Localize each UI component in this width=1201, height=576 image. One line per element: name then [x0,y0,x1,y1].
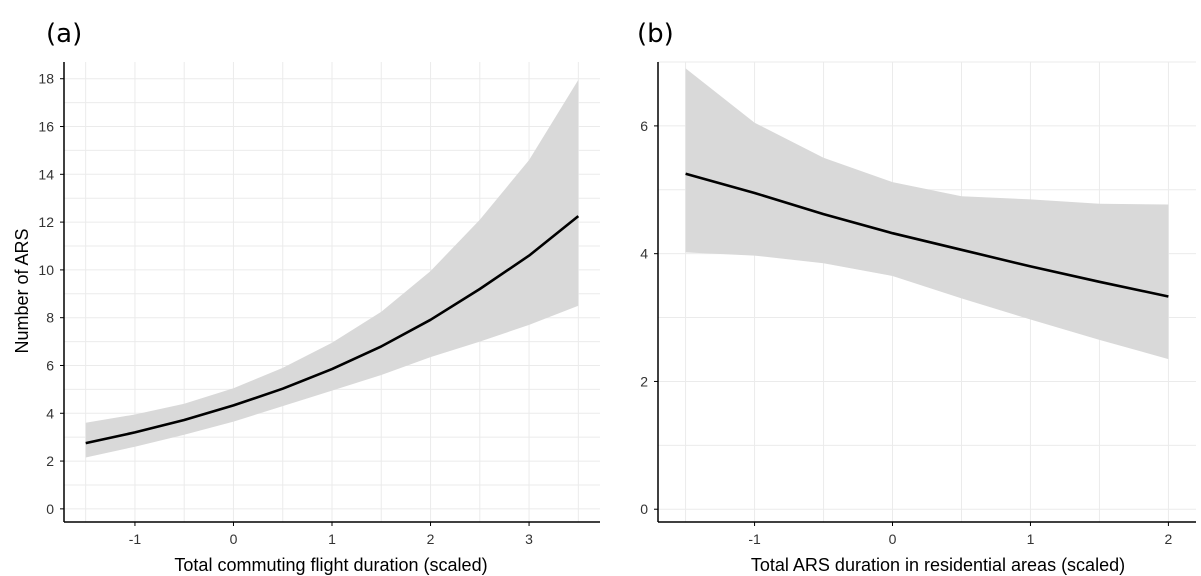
panel-a-y-tick-label: 6 [46,357,54,373]
panel-a-label: (a) [46,19,82,49]
panel-a-fit-line [85,215,580,445]
panel-b-x-tick-label: 1 [1027,531,1035,547]
panel-b-y-tick-label: 6 [640,118,648,134]
panel-a-y-tick-label: 12 [38,214,54,230]
panel-a-y-tick-label: 4 [46,405,54,421]
panel-a-y-tick-label: 8 [46,310,54,326]
panel-b-x-tick-label: -1 [748,531,761,547]
panel-b-y-tick-label: 2 [640,373,648,389]
panel-b-xlabel: Total ARS duration in residential areas … [751,555,1125,575]
panel-b-band-group [685,68,1169,360]
panel-b-line-group [685,172,1169,298]
panel-a-band-group [85,79,579,458]
panel-b-axes [657,62,1196,523]
panel-b: (b) -1 0 1 2 0 2 4 6 Total ARS duration in resi… [637,19,1196,575]
panel-a-line-group [85,215,580,445]
panel-a-y-tick-label: 18 [38,71,54,87]
panel-a-ylabel: Number of ARS [12,228,32,353]
panel-a-x-tick-label: 3 [525,531,533,547]
panel-a-x-tick-label: 1 [328,531,336,547]
panel-a-x-tick-label: -1 [129,531,142,547]
panel-b-ticks: -1 0 1 2 0 2 4 6 [640,118,1172,547]
panel-b-confidence-band [685,68,1169,360]
panel-b-x-tick-label: 2 [1165,531,1173,547]
panel-b-label: (b) [637,19,674,49]
panel-b-fit-line [685,172,1169,298]
panel-a-x-tick-label: 0 [230,531,238,547]
panel-a-xlabel: Total commuting flight duration (scaled) [174,555,487,575]
panel-b-x-tick-label: 0 [889,531,897,547]
panel-a-y-tick-label: 16 [38,119,54,135]
panel-a-confidence-band [85,79,579,458]
panel-a-y-tick-label: 0 [46,501,54,517]
panel-b-y-tick-label: 4 [640,246,648,262]
panel-a-x-tick-label: 2 [427,531,435,547]
panel-a-y-tick-label: 10 [38,262,54,278]
panel-a-y-tick-label: 2 [46,453,54,469]
panel-b-y-tick-label: 0 [640,501,648,517]
panel-a-y-tick-label: 14 [38,166,54,182]
